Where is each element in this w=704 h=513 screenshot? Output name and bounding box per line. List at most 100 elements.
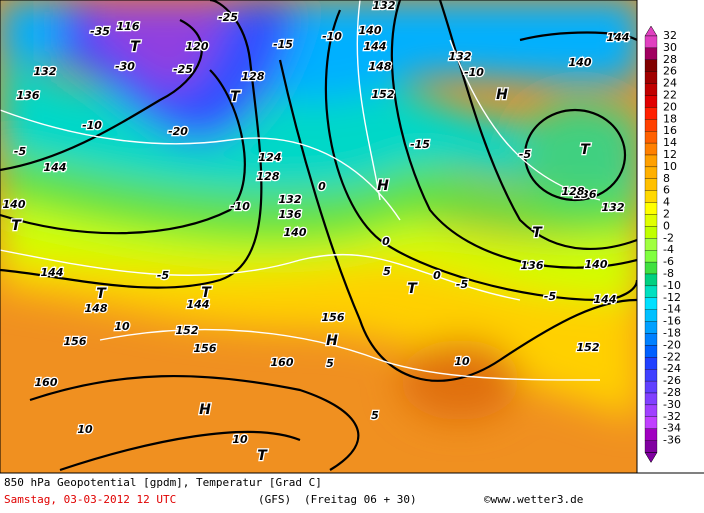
contour-label: 10 [454, 355, 470, 368]
colorbar-label: -4 [663, 243, 674, 256]
colorbar-arrow-top [644, 25, 658, 37]
contour-label: 160 [271, 356, 294, 369]
colorbar-label: 32 [663, 29, 677, 42]
colorbar-label: 14 [663, 136, 677, 149]
pressure-center: H [199, 402, 211, 418]
contour-label: -20 [168, 125, 188, 138]
contour-label: 132 [373, 0, 396, 12]
colorbar-label: 16 [663, 124, 677, 137]
pressure-center: T [532, 225, 543, 241]
colorbar-cell [644, 202, 658, 215]
colorbar-cell [644, 404, 658, 417]
colorbar-cell [644, 297, 658, 310]
colorbar-label: -18 [663, 326, 681, 339]
contour-label: -15 [410, 138, 430, 151]
contour-label: 136 [574, 188, 597, 201]
contour-label: -5 [456, 278, 469, 291]
colorbar-label: -30 [663, 398, 681, 411]
colorbar-cell [644, 261, 658, 275]
colorbar-label: -6 [663, 255, 674, 268]
colorbar-label: 20 [663, 100, 677, 113]
contour-label: 132 [279, 193, 302, 206]
contour-label: 156 [322, 311, 345, 324]
contour-label: -5 [544, 290, 557, 303]
contours [0, 0, 637, 472]
colorbar-label: -26 [663, 374, 681, 387]
pressure-center: H [326, 333, 338, 349]
colorbar-cell [644, 238, 658, 251]
colorbar-label: 4 [663, 196, 670, 209]
colorbar-label: 6 [663, 184, 670, 197]
colorbar-cell [644, 250, 658, 263]
footer-date: Samstag, 03-03-2012 12 UTC [4, 493, 176, 506]
colorbar-cell [644, 190, 658, 203]
colorbar-label: 10 [663, 160, 677, 173]
contour-label: 5 [383, 265, 391, 278]
contour-label: 0 [433, 269, 441, 282]
contour-label: 156 [194, 342, 217, 355]
contour-label: 132 [602, 201, 625, 214]
colorbar-label: -22 [663, 350, 681, 363]
colorbar-cell [644, 166, 658, 179]
contour-label: 144 [187, 298, 210, 311]
colorbar-cell [644, 131, 658, 144]
contour-label: 136 [17, 89, 40, 102]
contour-label: 120 [186, 40, 209, 53]
footer-model: (GFS) [258, 493, 291, 506]
colorbar-cell [644, 107, 658, 120]
map: 1441441441441441441401401401401401361361… [0, 0, 637, 473]
contour-label: 140 [3, 198, 26, 211]
contour-label: 136 [279, 208, 302, 221]
colorbar-label: -28 [663, 386, 681, 399]
colorbar-cell [644, 95, 658, 108]
contour-label: 10 [114, 320, 130, 333]
contour-label: 144 [364, 40, 387, 53]
contour-label: -35 [90, 25, 110, 38]
contour-label: 152 [176, 324, 199, 337]
colorbar-label: -14 [663, 303, 681, 316]
colorbar-cell [644, 345, 658, 358]
colorbar-cell [644, 273, 658, 287]
colorbar-cell [644, 154, 658, 168]
contour-label: 152 [372, 88, 395, 101]
pressure-center: T [407, 281, 418, 297]
contour-label: 124 [259, 151, 282, 164]
contour-label: -10 [230, 200, 250, 213]
colorbar-label: 22 [663, 88, 677, 101]
contour-label: -5 [157, 269, 170, 282]
colorbar-cell [644, 392, 658, 406]
contour-label: 148 [369, 60, 392, 73]
contour-label: 0 [382, 235, 390, 248]
colorbar-cell [644, 309, 658, 322]
colorbar-arrow-bottom [644, 452, 658, 463]
colorbar: 32302826242220181614121086420-2-4-6-8-10… [644, 25, 681, 463]
contour-label: -15 [273, 38, 293, 51]
colorbar-cell [644, 47, 658, 60]
pressure-center: T [96, 286, 107, 302]
colorbar-label: -12 [663, 291, 681, 304]
contour-label: 10 [232, 433, 248, 446]
pressure-center: T [11, 218, 22, 234]
colorbar-label: -8 [663, 267, 674, 280]
contour-label: 140 [569, 56, 592, 69]
contour-label: -5 [519, 148, 532, 161]
colorbar-cell [644, 357, 658, 370]
pressure-center: H [377, 178, 389, 194]
contour-label: 140 [359, 24, 382, 37]
pressure-center: T [580, 142, 591, 158]
contour-label: 5 [371, 409, 379, 422]
footer-source: ©www.wetter3.de [484, 493, 583, 506]
colorbar-label: 12 [663, 148, 677, 161]
colorbar-cell [644, 321, 658, 334]
colorbar-cell [644, 285, 658, 298]
footer-run: (Freitag 06 + 30) [304, 493, 417, 506]
colorbar-cell [644, 35, 658, 49]
colorbar-cell [644, 214, 658, 227]
colorbar-label: -2 [663, 231, 674, 244]
colorbar-label: -20 [663, 338, 681, 351]
contour-label: 116 [117, 20, 140, 33]
contour-label: 148 [85, 302, 108, 315]
colorbar-cell [644, 380, 658, 394]
contour-label: 132 [449, 50, 472, 63]
